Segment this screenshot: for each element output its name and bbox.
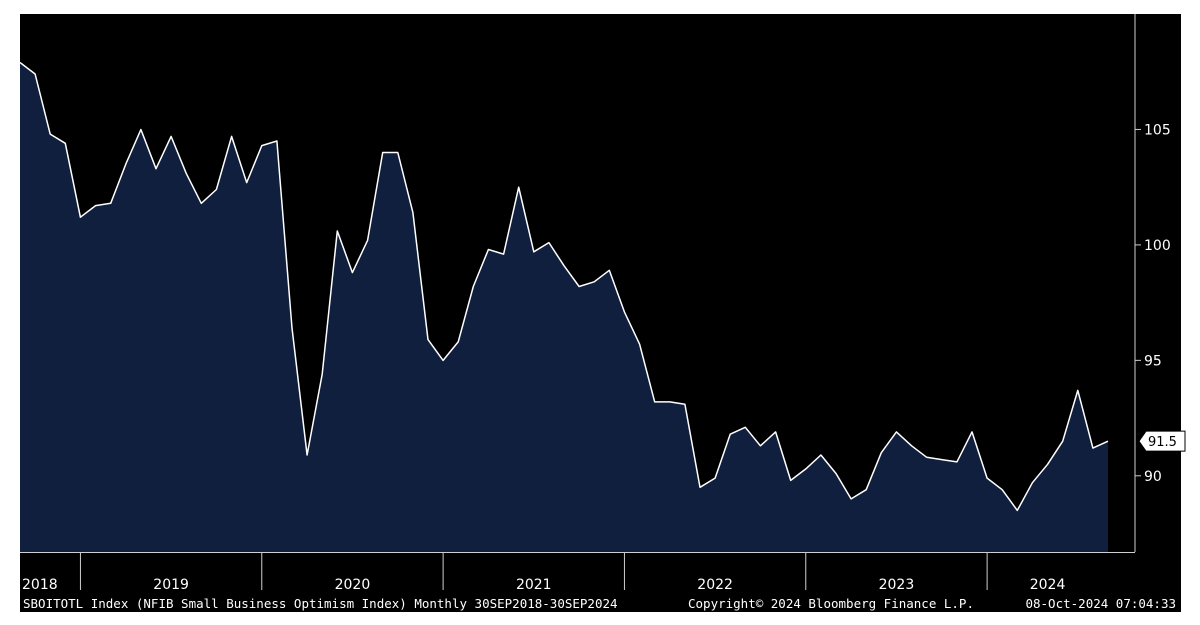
y-tick-label: 105 (1144, 122, 1171, 138)
y-tick-label: 90 (1144, 469, 1162, 485)
footer: SBOITOTL Index (NFIB Small Business Opti… (23, 596, 1176, 611)
last-value-label: 91.5 (1148, 435, 1177, 450)
area-layer (19, 61, 1109, 552)
x-tick-label: 2019 (153, 577, 189, 593)
axes-layer (20, 14, 1136, 553)
series-area (20, 62, 1108, 552)
last-value-layer: 91.5 (1138, 430, 1186, 452)
y-tick-label: 100 (1144, 238, 1171, 254)
x-tick-label: 2023 (879, 577, 915, 593)
x-tick-label: 2021 (516, 577, 552, 593)
y-tick-label: 95 (1144, 353, 1162, 369)
x-tick-label: 2024 (1030, 577, 1066, 593)
y-ticks: 90 95 100 105 (1135, 122, 1171, 485)
footer-ticker: SBOITOTL Index (NFIB Small Business Opti… (23, 596, 618, 611)
x-tick-label: 2020 (335, 577, 371, 593)
x-ticks: 2018 2019 2020 2021 2022 2023 2024 (22, 552, 1065, 593)
x-tick-label: 2018 (22, 577, 58, 593)
footer-copyright: Copyright© 2024 Bloomberg Finance L.P. (688, 596, 974, 611)
footer-timestamp: 08-Oct-2024 07:04:33 (1025, 596, 1176, 611)
last-value-flag (1138, 430, 1186, 452)
series-line (19, 61, 1109, 512)
x-tick-label: 2022 (697, 577, 733, 593)
